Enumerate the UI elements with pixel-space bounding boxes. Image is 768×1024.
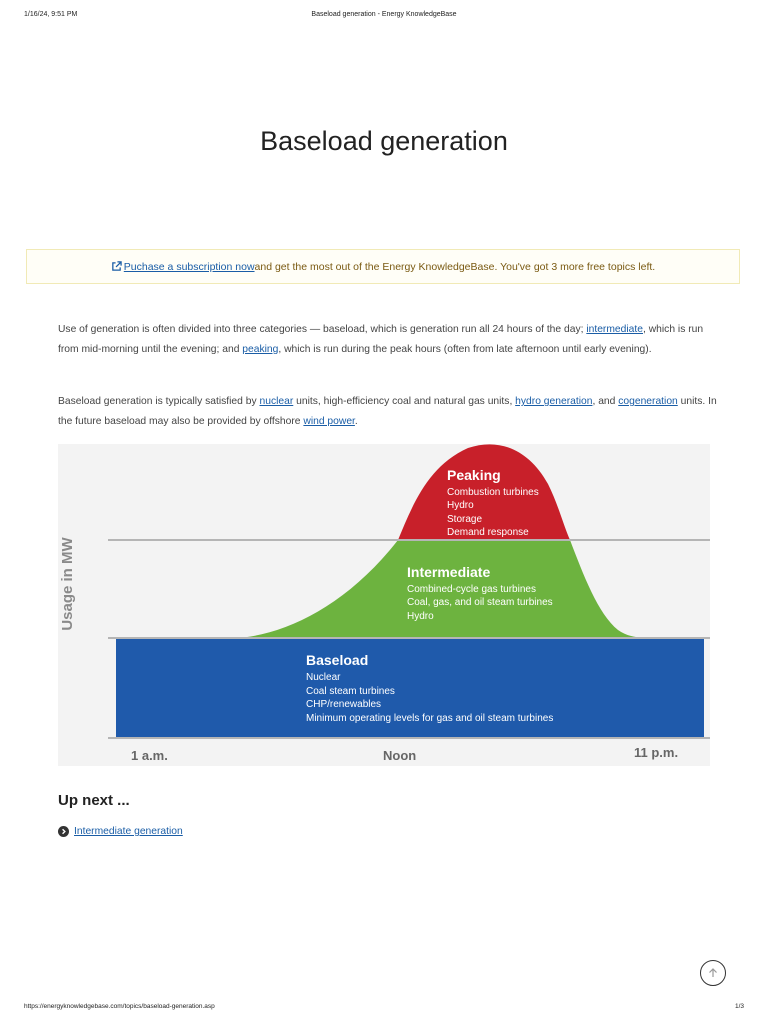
baseload-item: CHP/renewables (306, 699, 381, 710)
load-curve-diagram: Usage in MW Peaking Combustion turbines … (58, 444, 710, 766)
x-label-1am: 1 a.m. (131, 748, 168, 763)
nuclear-link[interactable]: nuclear (259, 396, 294, 407)
peaking-item: Storage (447, 514, 482, 525)
text: units, high-efficiency coal and natural … (293, 396, 516, 407)
baseload-title: Baseload (306, 652, 368, 668)
y-axis-label: Usage in MW (59, 536, 76, 630)
cogeneration-link[interactable]: cogeneration (618, 396, 678, 407)
intermediate-item: Combined-cycle gas turbines (407, 584, 536, 595)
text: Baseload generation is typically satisfi… (58, 396, 260, 407)
peaking-item: Combustion turbines (447, 487, 539, 498)
x-label-noon: Noon (383, 748, 416, 763)
scroll-to-top-button[interactable] (700, 960, 726, 986)
intermediate-item: Coal, gas, and oil steam turbines (407, 597, 553, 608)
baseload-item: Nuclear (306, 672, 341, 683)
peaking-area (398, 444, 570, 540)
peaking-title: Peaking (447, 467, 501, 483)
baseload-paragraph: Baseload generation is typically satisfi… (58, 392, 718, 431)
up-next-heading: Up next ... (58, 792, 130, 809)
chevron-right-circle-icon (58, 826, 69, 837)
text: units. In the future baseload may also b… (58, 396, 717, 427)
baseload-item: Coal steam turbines (306, 686, 395, 697)
print-page-title: Baseload generation - Energy KnowledgeBa… (311, 11, 457, 18)
subscription-notice: Puchase a subscription now and get the m… (26, 249, 740, 284)
load-curve-figure: Usage in MW Peaking Combustion turbines … (58, 444, 710, 766)
intermediate-area (238, 540, 654, 638)
text: , which is run during the peak hours (of… (278, 343, 652, 355)
purchase-link-label: Puchase a subscription now (123, 260, 255, 273)
text: . (354, 415, 358, 427)
intro-paragraph: Use of generation is often divided into … (58, 320, 718, 359)
page-title: Baseload generation (260, 126, 508, 156)
baseload-item: Minimum operating levels for gas and oil… (306, 713, 553, 724)
peaking-item: Demand response (447, 527, 529, 538)
text: Use of generation is often divided into … (58, 324, 587, 335)
notice-text: and get the most out of the Energy Knowl… (254, 260, 656, 273)
peaking-link[interactable]: peaking (242, 343, 279, 355)
baseload-area (116, 638, 704, 738)
intermediate-link[interactable]: intermediate (586, 324, 643, 335)
text: , which is run from mid-morning until th… (58, 324, 704, 355)
text: , and (592, 396, 619, 407)
print-page-number: 1/3 (734, 1003, 744, 1010)
print-header: 1/16/24, 9:51 PM Baseload generation - E… (24, 11, 744, 23)
purchase-subscription-link[interactable]: Puchase a subscription now (111, 261, 255, 273)
arrow-up-icon (709, 968, 717, 977)
x-label-11pm: 11 p.m. (634, 745, 678, 760)
peaking-item: Hydro (447, 500, 474, 511)
external-link-icon (111, 260, 122, 271)
intermediate-generation-link[interactable]: Intermediate generation (74, 826, 183, 837)
print-datetime: 1/16/24, 9:51 PM (24, 11, 78, 18)
intermediate-item: Hydro (407, 611, 434, 622)
up-next-item[interactable]: Intermediate generation (58, 826, 183, 837)
wind-power-link[interactable]: wind power (303, 415, 355, 427)
print-url: https://energyknowledgebase.com/topics/b… (24, 1003, 215, 1010)
hydro-generation-link[interactable]: hydro generation (515, 396, 593, 407)
intermediate-title: Intermediate (407, 564, 490, 580)
